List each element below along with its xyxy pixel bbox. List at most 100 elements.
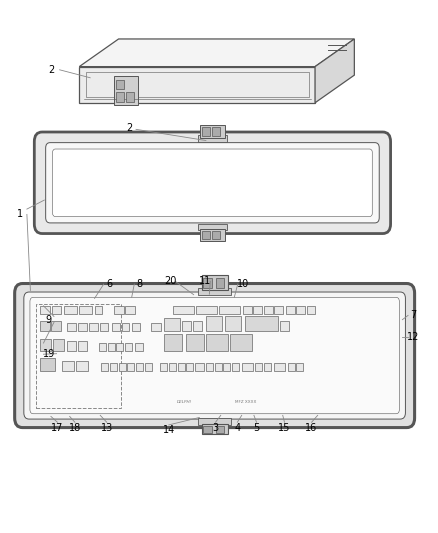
Text: 20: 20: [164, 277, 176, 286]
Text: 7: 7: [410, 310, 417, 320]
Bar: [198, 135, 227, 142]
Bar: [117, 80, 124, 90]
Bar: [215, 364, 222, 371]
Bar: [40, 358, 55, 371]
Bar: [125, 343, 132, 351]
Bar: [169, 364, 176, 371]
Bar: [160, 364, 167, 371]
Bar: [35, 304, 121, 408]
Bar: [182, 321, 191, 332]
Bar: [186, 364, 193, 371]
Bar: [198, 418, 231, 425]
Text: 18: 18: [69, 423, 81, 433]
Text: 8: 8: [137, 279, 143, 289]
FancyBboxPatch shape: [14, 284, 415, 427]
Bar: [198, 224, 227, 230]
Bar: [40, 306, 49, 314]
Bar: [67, 323, 76, 332]
Bar: [232, 364, 239, 371]
Text: 4: 4: [234, 423, 240, 433]
Bar: [242, 364, 253, 371]
Text: MFZ XXXX: MFZ XXXX: [235, 400, 256, 404]
Text: 3: 3: [212, 423, 219, 433]
Bar: [200, 229, 225, 241]
FancyBboxPatch shape: [34, 132, 391, 233]
Bar: [280, 321, 289, 332]
Bar: [100, 323, 108, 332]
Text: 14: 14: [162, 425, 175, 435]
Polygon shape: [79, 67, 315, 103]
Bar: [78, 323, 87, 332]
Text: 13: 13: [101, 423, 113, 433]
Bar: [219, 306, 240, 314]
Bar: [51, 321, 60, 332]
Bar: [114, 306, 124, 314]
Bar: [212, 231, 220, 239]
Bar: [177, 364, 184, 371]
Text: 9: 9: [46, 314, 52, 325]
Bar: [108, 343, 115, 351]
Bar: [225, 317, 241, 332]
Bar: [296, 364, 303, 371]
Bar: [117, 92, 124, 102]
Bar: [99, 343, 106, 351]
Bar: [186, 334, 204, 351]
Bar: [206, 334, 228, 351]
Bar: [112, 323, 120, 332]
Bar: [122, 323, 130, 332]
Bar: [307, 306, 315, 314]
Bar: [79, 306, 92, 314]
Bar: [127, 92, 134, 102]
Bar: [196, 306, 217, 314]
Bar: [203, 278, 212, 288]
Bar: [67, 342, 76, 351]
Bar: [125, 306, 135, 314]
Bar: [255, 364, 262, 371]
Text: 6: 6: [106, 279, 112, 289]
Bar: [296, 306, 305, 314]
Bar: [203, 426, 212, 433]
Text: 5: 5: [254, 423, 260, 433]
Bar: [164, 334, 182, 351]
Bar: [223, 364, 230, 371]
Bar: [193, 321, 201, 332]
Bar: [119, 364, 126, 371]
Bar: [264, 306, 273, 314]
Bar: [110, 364, 117, 371]
Bar: [117, 343, 124, 351]
Bar: [145, 364, 152, 371]
Text: 19: 19: [42, 349, 55, 359]
Bar: [78, 342, 87, 351]
Bar: [64, 306, 77, 314]
Bar: [275, 364, 286, 371]
Bar: [173, 306, 194, 314]
Bar: [264, 364, 271, 371]
Bar: [89, 323, 98, 332]
Bar: [76, 361, 88, 371]
Polygon shape: [79, 39, 354, 67]
FancyBboxPatch shape: [46, 143, 379, 223]
Text: 2: 2: [48, 65, 54, 75]
Text: 12: 12: [407, 332, 420, 342]
Bar: [135, 343, 143, 351]
Text: 10: 10: [237, 279, 249, 289]
Bar: [286, 306, 294, 314]
Text: 16: 16: [305, 423, 318, 433]
Bar: [198, 288, 231, 295]
Text: 1: 1: [17, 209, 23, 220]
Bar: [62, 361, 74, 371]
Bar: [230, 334, 252, 351]
Bar: [101, 364, 108, 371]
Bar: [132, 323, 140, 332]
Bar: [95, 306, 102, 314]
Text: 17: 17: [51, 423, 64, 433]
Bar: [243, 306, 252, 314]
FancyBboxPatch shape: [24, 292, 406, 419]
Bar: [288, 364, 294, 371]
Bar: [254, 306, 262, 314]
Bar: [114, 76, 138, 106]
Bar: [40, 340, 51, 351]
Bar: [136, 364, 143, 371]
Text: 11: 11: [199, 277, 211, 286]
FancyBboxPatch shape: [30, 297, 399, 414]
